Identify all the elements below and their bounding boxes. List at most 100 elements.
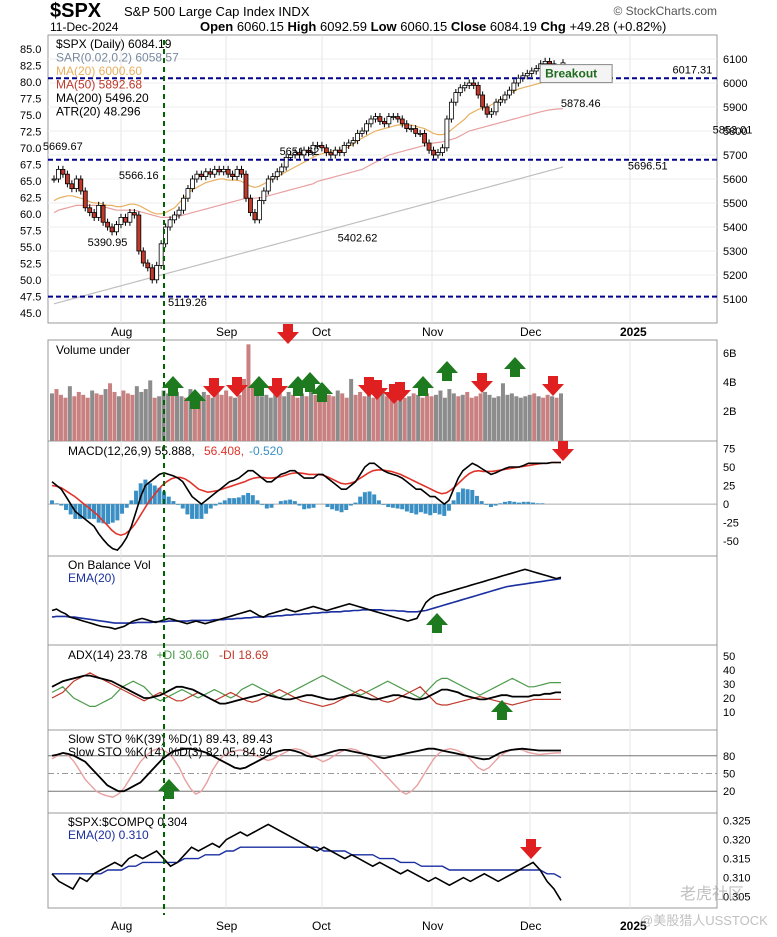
volume-bar xyxy=(134,386,139,441)
volume-bar xyxy=(416,394,421,441)
volume-bar xyxy=(246,344,251,441)
obv-line xyxy=(51,568,562,630)
volume-bar xyxy=(331,396,336,441)
volume-bar xyxy=(54,389,59,441)
macd-hist-bar xyxy=(414,504,419,515)
price-tick-label: 5600 xyxy=(723,174,747,186)
macd-hist-bar xyxy=(432,504,437,513)
candle-body xyxy=(234,168,240,177)
buy-arrow-icon xyxy=(299,372,321,392)
minus-di-line xyxy=(51,672,561,708)
volume-bar xyxy=(103,389,108,441)
volume-bar xyxy=(192,393,197,441)
macd-hist-bar xyxy=(250,495,255,505)
price-tick-label: 5100 xyxy=(723,294,747,306)
price-tick-label: 5700 xyxy=(723,150,747,162)
price-left-tick-label: 82.5 xyxy=(20,61,41,73)
macd-hist-bar xyxy=(157,487,162,505)
adx-buy-arrow-icon xyxy=(491,700,513,720)
volume-bar xyxy=(170,394,175,441)
volume-bar xyxy=(496,396,501,441)
macd-hist-bar xyxy=(535,503,540,505)
sto-legend-entry: Slow STO %K(39) %D(1) 89.43, 89.43 xyxy=(68,732,273,746)
macd-hist-bar xyxy=(325,504,330,508)
candle-body xyxy=(118,216,124,225)
macd-hist-bar xyxy=(138,483,143,505)
volume-bar xyxy=(317,397,322,441)
candle-body xyxy=(87,207,93,214)
price-left-tick-label: 72.5 xyxy=(20,127,41,139)
macd-hist-bar xyxy=(339,504,344,513)
price-left-tick-label: 55.0 xyxy=(20,242,41,254)
price-annotation: 5402.62 xyxy=(338,232,378,244)
candle-body xyxy=(480,94,486,108)
sell-arrow-icon xyxy=(226,377,248,397)
volume-bar xyxy=(554,397,559,441)
candle-body xyxy=(337,149,343,153)
candle-body xyxy=(399,118,405,125)
volume-bar xyxy=(233,397,238,441)
volume-bar xyxy=(527,394,532,441)
volume-bar xyxy=(447,389,452,441)
obv-legend-entry: On Balance Vol xyxy=(68,558,151,572)
macd-hist-bar xyxy=(194,504,199,519)
candle-body xyxy=(346,142,352,146)
candle-body xyxy=(216,168,222,173)
candle-body xyxy=(368,118,374,125)
macd-legend-entry: MACD(12,26,9) 55.888, xyxy=(68,444,195,458)
macd-hist-bar xyxy=(330,504,335,510)
volume-bar xyxy=(375,394,380,441)
volume-bar xyxy=(456,396,461,441)
macd-hist-bar xyxy=(530,502,535,505)
volume-bar xyxy=(389,393,394,441)
adx-legend-entry: ADX(14) 23.78 xyxy=(68,648,148,662)
candle-body xyxy=(515,77,521,84)
candle-body xyxy=(529,70,535,74)
macd-hist-bar xyxy=(484,504,489,505)
candle-body xyxy=(444,118,450,149)
volume-bar xyxy=(67,386,72,441)
candle-body xyxy=(413,128,419,134)
macd-hist-bar xyxy=(120,504,125,514)
ratio-tick-label: 0.325 xyxy=(723,816,751,828)
sell-arrow-icon xyxy=(266,378,288,398)
candle-body xyxy=(484,106,490,115)
macd-hist-bar xyxy=(166,496,171,505)
candle-body xyxy=(190,178,195,189)
candle-body xyxy=(332,149,338,156)
volume-bar xyxy=(224,390,229,441)
sell-arrow-icon xyxy=(389,382,411,402)
price-legend-entry: MA(20) 6000.60 xyxy=(56,64,142,78)
candle-body xyxy=(498,99,503,103)
volume-bar xyxy=(237,394,242,441)
volume-bar xyxy=(474,396,479,441)
macd-hist-bar xyxy=(260,504,265,505)
macd-hist-bar xyxy=(143,479,148,505)
candle-body xyxy=(145,262,151,269)
ratio-tick-label: 0.305 xyxy=(723,892,751,904)
x-month-label-bottom: Sep xyxy=(216,919,238,933)
macd-tick-label: -50 xyxy=(723,536,739,548)
price-annotation: 5696.51 xyxy=(628,160,668,172)
buy-arrow-icon xyxy=(287,376,309,396)
volume-bar xyxy=(349,378,354,441)
buy-arrow-icon xyxy=(311,382,333,402)
volume-bar xyxy=(282,396,287,441)
volume-bar xyxy=(206,394,211,441)
price-left-tick-label: 45.0 xyxy=(20,308,41,320)
macd-hist-bar xyxy=(367,491,372,505)
volume-bar xyxy=(277,393,282,441)
candle-body xyxy=(364,123,369,132)
macd-hist-bar xyxy=(516,502,521,505)
candle-body xyxy=(382,121,387,125)
sto-tick-label: 80 xyxy=(723,751,735,763)
price-left-tick-label: 80.0 xyxy=(20,77,41,89)
macd-tick-label: 75 xyxy=(723,443,735,455)
volume-bar xyxy=(380,391,385,441)
candle-body xyxy=(288,154,294,158)
macd-hist-bar xyxy=(171,501,176,505)
ratio-sell-arrow-icon xyxy=(520,839,542,859)
volume-bar xyxy=(469,397,474,441)
volume-bar xyxy=(541,397,546,441)
candle-body xyxy=(239,168,244,175)
